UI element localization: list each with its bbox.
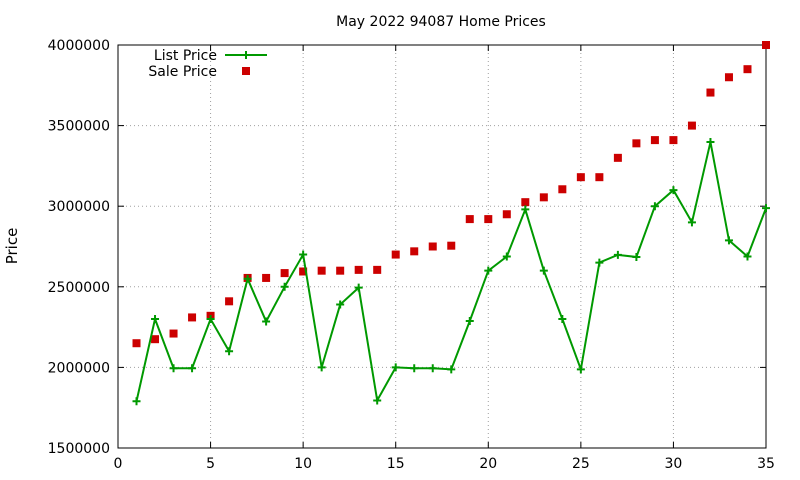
sale-price-point <box>132 339 141 348</box>
sale-price-point <box>650 136 659 145</box>
sale-price-point <box>465 215 474 224</box>
list-price-point <box>317 363 326 372</box>
sale-price-point <box>447 241 456 250</box>
list-price-point <box>521 205 530 214</box>
sale-price-point <box>299 267 308 276</box>
sale-price-point <box>669 136 678 145</box>
y-axis-label: Price <box>3 228 21 265</box>
sale-price-point <box>762 41 770 49</box>
list-price-point <box>336 300 345 309</box>
sale-price-point <box>521 198 530 207</box>
list-price-point <box>447 365 456 374</box>
list-price-point <box>410 364 419 373</box>
list-price-point <box>188 364 197 373</box>
sale-price-point <box>336 266 345 275</box>
sale-price-point <box>724 73 733 82</box>
list-price-point <box>558 315 567 324</box>
sale-price-point <box>502 210 511 219</box>
list-price-point <box>262 317 271 326</box>
list-price-point <box>762 204 770 213</box>
y-tick-label: 1500000 <box>48 441 110 457</box>
list-price-point <box>299 250 308 259</box>
sale-price-point <box>410 247 419 256</box>
list-price-point <box>576 365 585 374</box>
list-price-point <box>706 138 715 147</box>
x-tick-label: 10 <box>294 456 312 472</box>
list-price-point <box>280 282 289 291</box>
grid <box>118 45 766 448</box>
sale-price-point <box>595 173 604 182</box>
sale-price-point <box>613 153 622 162</box>
legend-marker-list-price <box>242 51 250 59</box>
axis-ticks: 0 5 10 15 20 25 30 35 1500000 2000000 2500000 30000… <box>48 38 775 472</box>
list-price-point <box>225 347 234 356</box>
list-price-point <box>465 316 474 325</box>
list-price-point <box>206 315 215 324</box>
list-price-point <box>539 266 548 275</box>
list-price-point <box>650 202 659 211</box>
list-price-point <box>391 363 400 372</box>
x-tick-label: 35 <box>757 456 775 472</box>
x-tick-label: 15 <box>387 456 405 472</box>
list-price-point <box>132 397 141 406</box>
series-layer <box>132 41 770 406</box>
list-price-point <box>743 252 752 261</box>
list-price-point <box>669 186 678 195</box>
sale-price-point <box>706 88 715 97</box>
y-tick-label: 3500000 <box>48 119 110 135</box>
list-price-point <box>354 283 363 292</box>
list-price-point <box>724 236 733 245</box>
sale-price-point <box>632 139 641 148</box>
list-price-line <box>135 141 767 404</box>
sale-price-point <box>373 265 382 274</box>
list-price-point <box>484 266 493 275</box>
chart-title: May 2022 94087 Home Prices <box>336 14 546 30</box>
list-price-point <box>632 252 641 261</box>
sale-price-point <box>280 269 289 278</box>
sale-price-point <box>558 185 567 194</box>
list-price-point <box>595 258 604 267</box>
sale-price-point <box>169 329 178 338</box>
plot-frame <box>117 44 767 449</box>
legend-swatch-sale-price <box>242 67 250 75</box>
y-tick-label: 3000000 <box>48 199 110 215</box>
sale-price-point <box>484 215 493 224</box>
sale-price-point <box>687 121 696 130</box>
y-tick-label: 2500000 <box>48 280 110 296</box>
list-price-point <box>428 364 437 373</box>
list-price-point <box>613 250 622 259</box>
list-price-point <box>151 315 160 324</box>
y-tick-label: 4000000 <box>48 38 110 54</box>
sale-price-point <box>743 65 752 74</box>
x-tick-label: 0 <box>114 456 123 472</box>
legend-label-sale-price: Sale Price <box>148 64 217 80</box>
y-tick-label: 2000000 <box>48 360 110 376</box>
x-tick-label: 30 <box>665 456 683 472</box>
list-price-point <box>169 364 178 373</box>
sale-price-point <box>576 173 585 182</box>
sale-price-point <box>188 313 197 322</box>
sale-price-point <box>391 250 400 259</box>
sale-price-point <box>225 297 234 306</box>
sale-price-point <box>539 193 548 202</box>
sale-price-point <box>151 335 160 344</box>
legend-label-list-price: List Price <box>154 48 217 64</box>
x-tick-label: 5 <box>206 456 215 472</box>
x-tick-label: 25 <box>572 456 590 472</box>
sale-price-point <box>428 242 437 251</box>
list-price-point <box>687 218 696 227</box>
sale-price-point <box>354 265 363 274</box>
x-tick-label: 20 <box>479 456 497 472</box>
list-price-point <box>243 274 252 283</box>
list-price-point <box>373 396 382 405</box>
list-price-point <box>502 252 511 261</box>
sale-price-point <box>262 273 271 282</box>
sale-price-point <box>317 266 326 275</box>
legend: List Price Sale Price <box>148 48 267 80</box>
